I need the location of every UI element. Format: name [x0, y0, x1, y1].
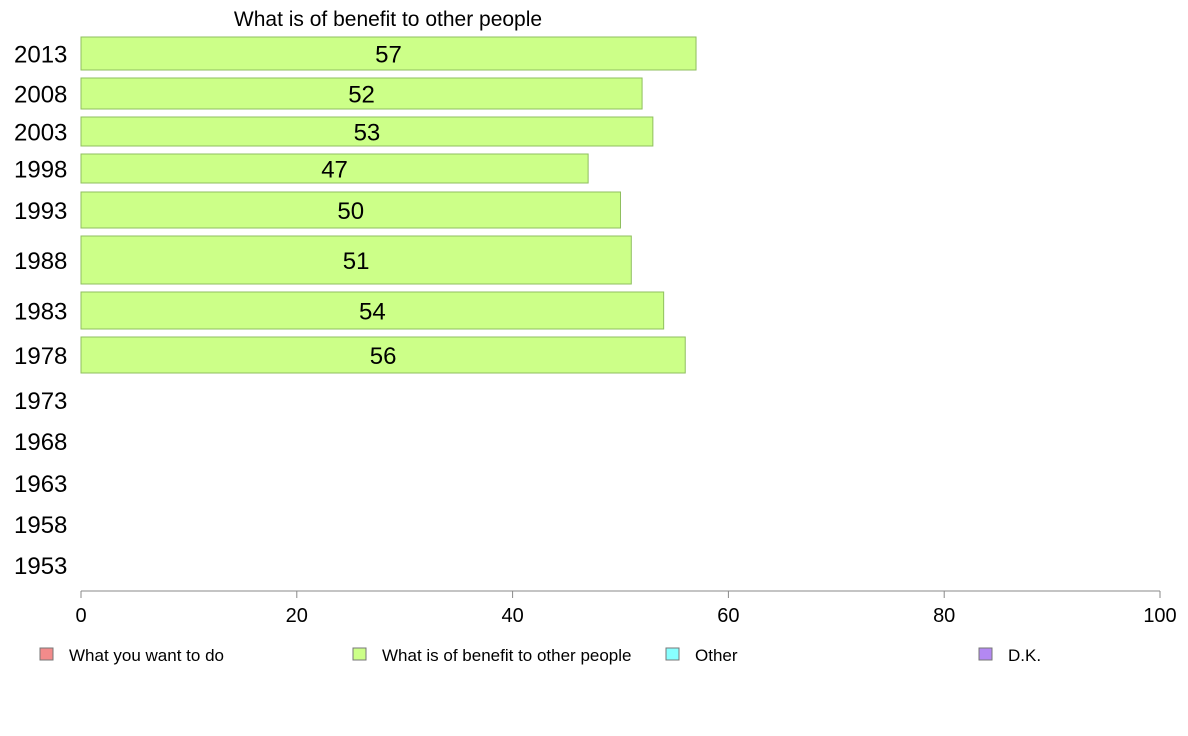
- bar-1993: [80, 191, 621, 229]
- bar-1978: [80, 336, 686, 374]
- x-tick-label-40: 40: [501, 605, 523, 627]
- value-label-1998: 47: [321, 157, 348, 184]
- legend-label-0: What you want to do: [69, 646, 224, 665]
- year-label-1958: 1958: [14, 512, 67, 539]
- bar-2003: [80, 116, 654, 147]
- year-label-1978: 1978: [14, 343, 67, 370]
- value-label-1993: 50: [337, 198, 364, 225]
- year-label-1983: 1983: [14, 299, 67, 326]
- legend-swatch-0: [39, 647, 54, 661]
- x-axis: 0 20 40 60 80 100: [75, 590, 1177, 627]
- year-label-1993: 1993: [14, 198, 67, 225]
- legend-label-2: Other: [695, 646, 738, 665]
- year-label-1998: 1998: [14, 157, 67, 184]
- bar-2008: [80, 77, 643, 110]
- chart-title: What is of benefit to other people: [234, 8, 542, 31]
- year-label-2003: 2003: [14, 120, 67, 147]
- legend-swatch-2: [665, 647, 680, 661]
- value-label-2003: 53: [354, 120, 381, 147]
- year-label-2013: 2013: [14, 42, 67, 69]
- bar-1988: [80, 235, 632, 285]
- legend-swatch-3: [978, 647, 993, 661]
- x-tick-label-100: 100: [1143, 605, 1176, 627]
- bar-1998: [80, 153, 589, 184]
- legend-swatch-1: [352, 647, 367, 661]
- bar-1983: [80, 291, 665, 330]
- legend-label-1: What is of benefit to other people: [382, 646, 632, 665]
- value-label-1983: 54: [359, 299, 386, 326]
- legend: What you want to do What is of benefit to…: [39, 646, 1041, 665]
- year-label-1973: 1973: [14, 388, 67, 415]
- value-label-2008: 52: [348, 82, 375, 109]
- year-label-1953: 1953: [14, 553, 67, 580]
- year-label-1963: 1963: [14, 471, 67, 498]
- value-label-1988: 51: [343, 248, 370, 275]
- value-label-2013: 57: [375, 42, 402, 69]
- year-labels: 2013 2008 2003 1998 1993 1988 1983 1978 1973 1968…: [14, 42, 67, 581]
- x-tick-label-60: 60: [717, 605, 739, 627]
- legend-label-3: D.K.: [1008, 646, 1041, 665]
- year-label-1988: 1988: [14, 248, 67, 275]
- bar-2013: [80, 36, 697, 71]
- x-tick-label-0: 0: [75, 605, 86, 627]
- year-label-2008: 2008: [14, 82, 67, 109]
- value-label-1978: 56: [370, 343, 397, 370]
- x-tick-label-20: 20: [286, 605, 308, 627]
- x-tick-label-80: 80: [933, 605, 955, 627]
- year-label-1968: 1968: [14, 429, 67, 456]
